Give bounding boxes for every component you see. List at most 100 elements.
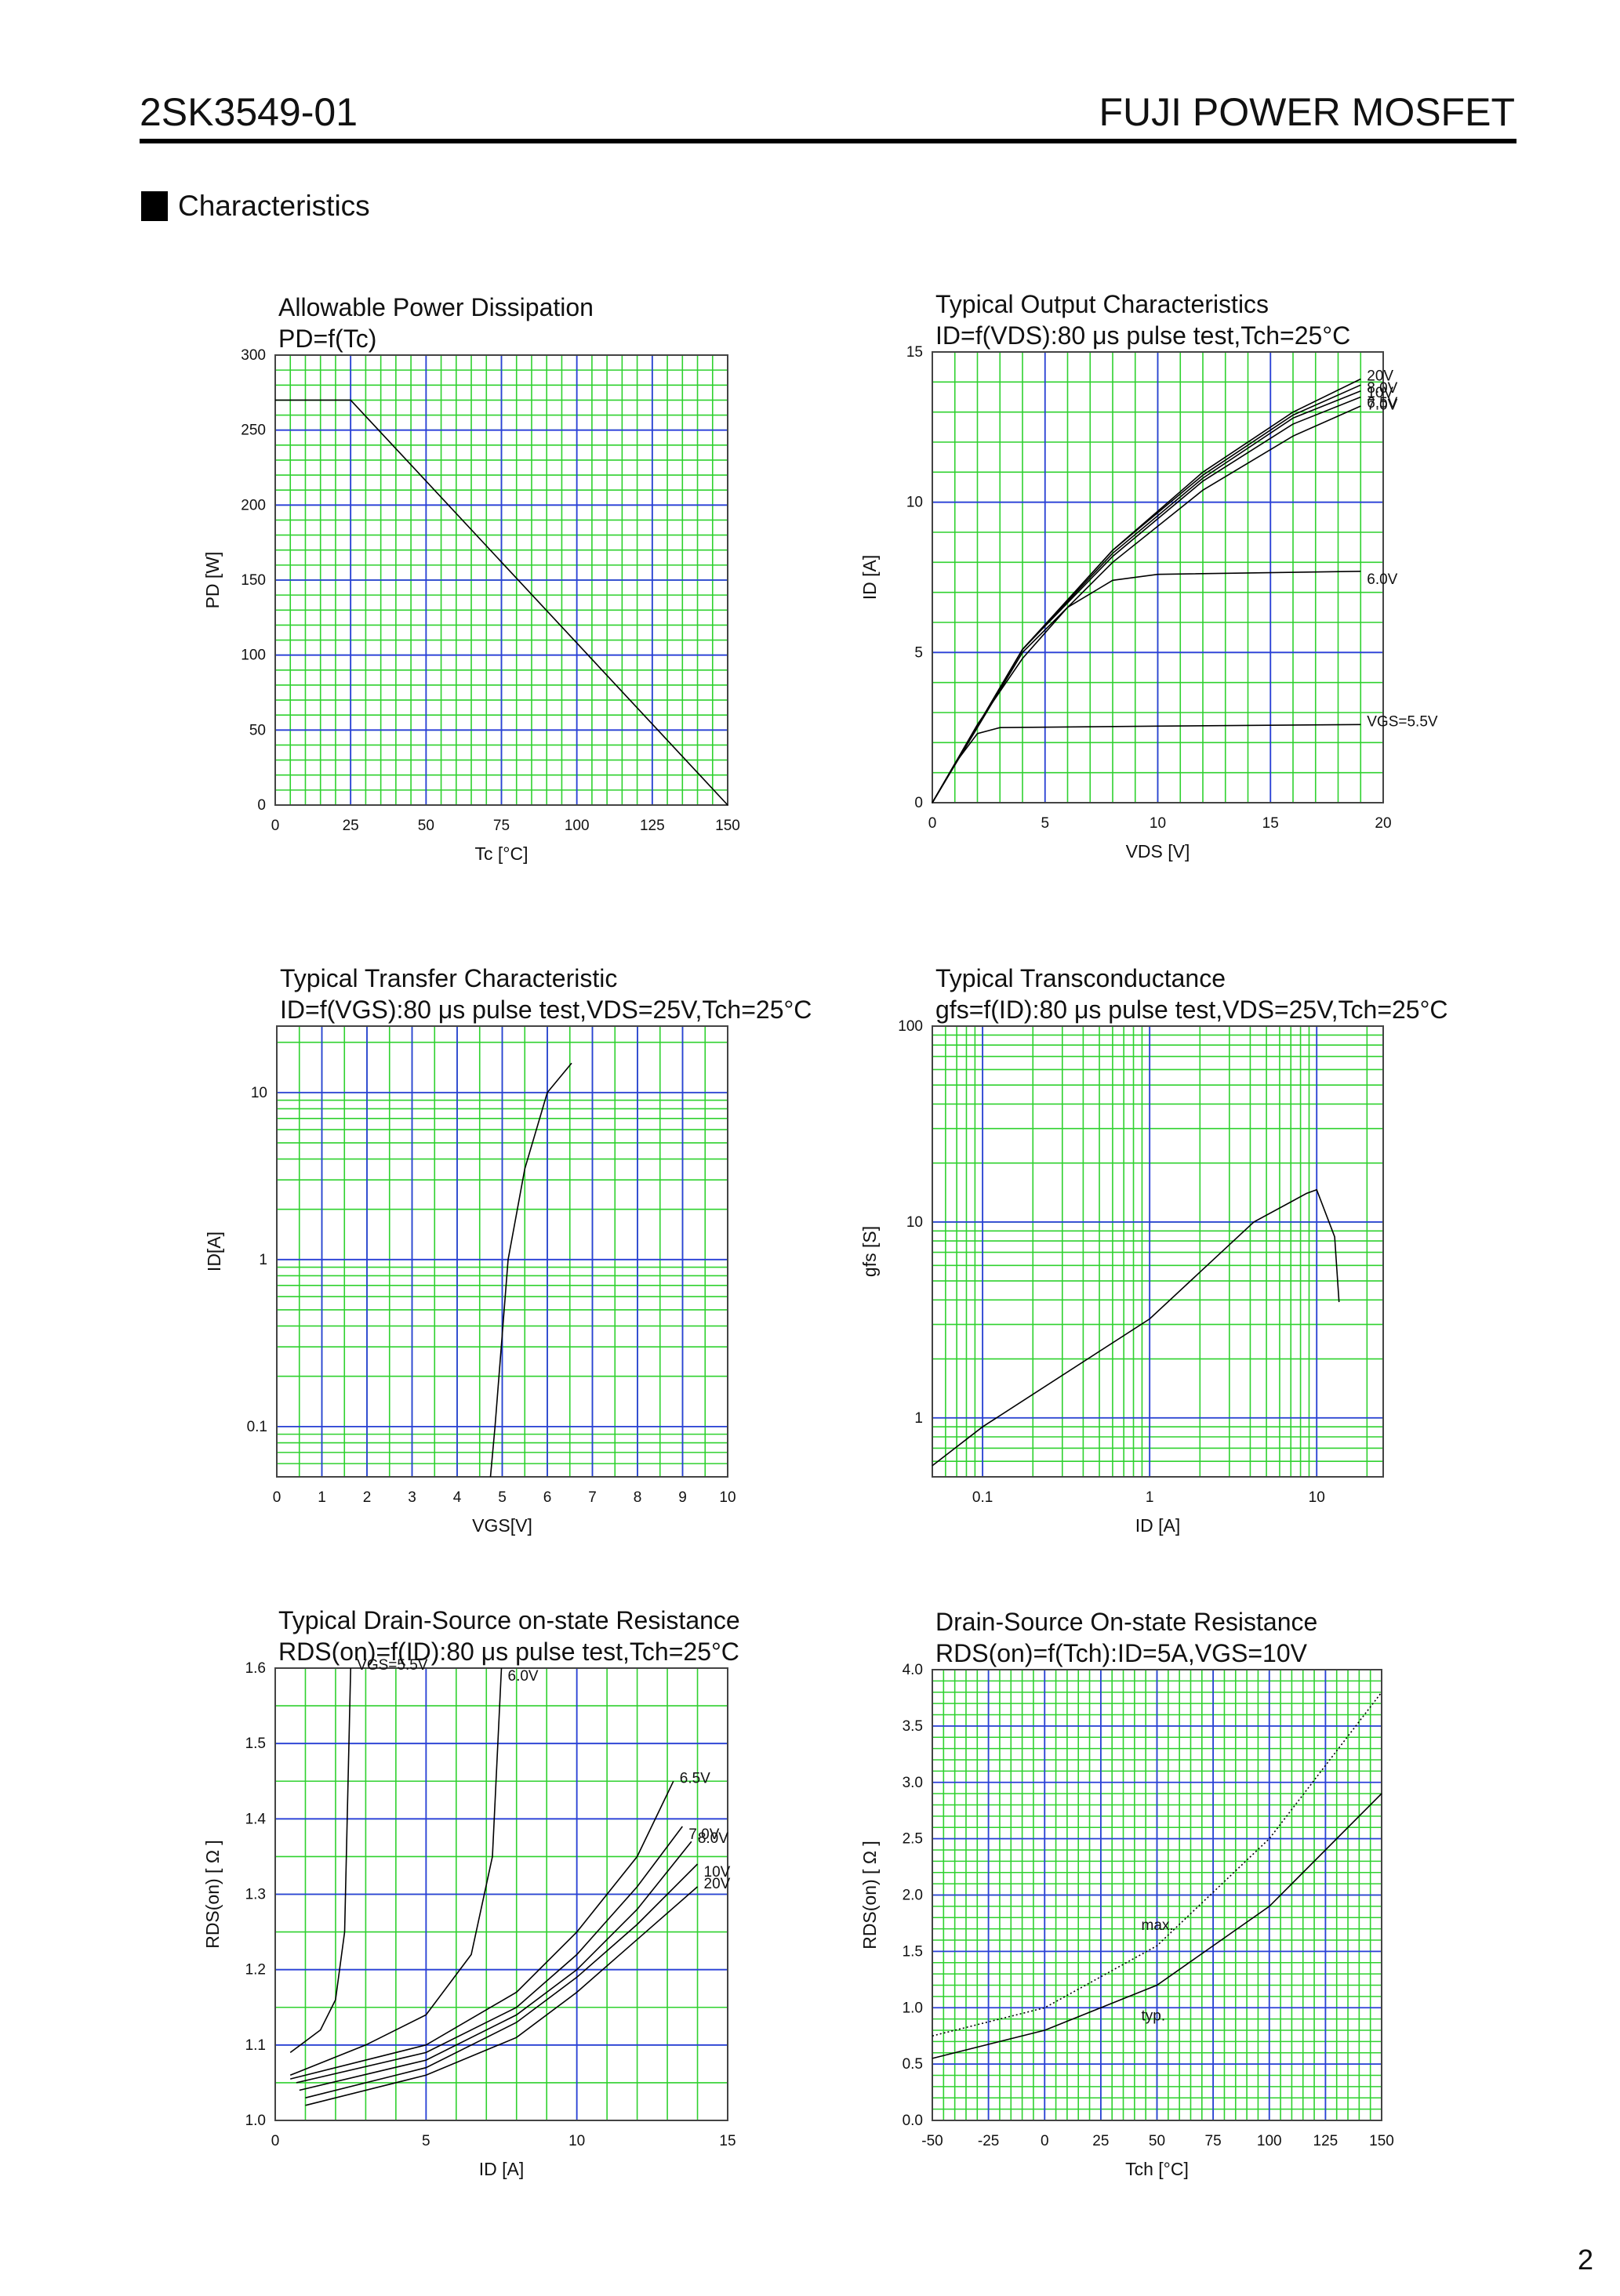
data-line bbox=[290, 1780, 674, 2080]
section-marker bbox=[141, 191, 168, 221]
y-tick-label: 1.2 bbox=[245, 1962, 266, 1979]
x-axis-label: Tc [°C] bbox=[475, 843, 528, 864]
x-tick-label: 4 bbox=[453, 1489, 462, 1506]
x-tick-label: 50 bbox=[1149, 2133, 1165, 2149]
series-label: max. bbox=[1142, 1917, 1174, 1934]
x-tick-label: 0 bbox=[271, 818, 280, 834]
series-label: 6.0V bbox=[1367, 571, 1397, 588]
x-tick-label: 50 bbox=[418, 818, 434, 834]
y-tick-label: 0 bbox=[914, 795, 923, 811]
section-title: Characteristics bbox=[178, 190, 370, 222]
chart-subtitle: ID=f(VDS):80 μs pulse test,Tch=25°C bbox=[935, 321, 1350, 350]
x-tick-label: 25 bbox=[1092, 2133, 1109, 2149]
x-tick-label: 125 bbox=[640, 818, 665, 834]
x-tick-label: 10 bbox=[719, 1489, 736, 1506]
y-tick-label: 10 bbox=[251, 1085, 267, 1101]
brand: FUJI POWER MOSFET bbox=[1099, 90, 1515, 134]
y-tick-label: 1 bbox=[259, 1252, 267, 1268]
y-axis-label: RDS(on) [ Ω ] bbox=[859, 1841, 880, 1950]
series-label: 8.0V bbox=[1367, 380, 1397, 397]
data-line bbox=[932, 378, 1361, 803]
series-label: VGS=5.5V bbox=[357, 1657, 428, 1674]
plot-frame bbox=[932, 1025, 1384, 1478]
x-tick-label: 125 bbox=[1313, 2133, 1338, 2149]
x-tick-label: 75 bbox=[1205, 2133, 1222, 2149]
page-number: 2 bbox=[1578, 2243, 1593, 2276]
y-axis-label: RDS(on) [ Ω ] bbox=[202, 1840, 223, 1949]
y-tick-label: 1 bbox=[914, 1410, 923, 1427]
x-tick-label: 20 bbox=[1375, 815, 1391, 832]
plot-frame bbox=[274, 354, 728, 806]
x-tick-label: 150 bbox=[1369, 2133, 1394, 2149]
x-tick-label: 3 bbox=[408, 1489, 416, 1506]
x-tick-label: 9 bbox=[678, 1489, 687, 1506]
x-tick-label: 5 bbox=[1041, 815, 1049, 832]
y-tick-label: 2.5 bbox=[903, 1831, 923, 1848]
x-tick-label: 0 bbox=[271, 2133, 280, 2149]
x-tick-label: -50 bbox=[921, 2133, 943, 2149]
x-tick-label: 75 bbox=[493, 818, 510, 834]
series-label: 10V bbox=[1367, 385, 1393, 401]
y-tick-label: 1.0 bbox=[245, 2113, 266, 2129]
series-label: 6.5V bbox=[1367, 395, 1397, 412]
y-axis-label: PD [W] bbox=[202, 552, 223, 609]
chart-title: Typical Transfer Characteristic bbox=[280, 964, 617, 992]
chart-subtitle: ID=f(VGS):80 μs pulse test,VDS=25V,Tch=2… bbox=[280, 996, 812, 1024]
series-label: VGS=5.5V bbox=[1367, 713, 1438, 730]
series-label: 6.5V bbox=[680, 1770, 710, 1786]
data-line bbox=[289, 1667, 503, 2077]
chart-title: Typical Drain-Source on-state Resistance bbox=[278, 1606, 740, 1634]
y-tick-label: 50 bbox=[249, 722, 266, 738]
x-tick-label: 15 bbox=[719, 2133, 736, 2149]
x-axis-label: ID [A] bbox=[1135, 1515, 1181, 1536]
series-label: 20V bbox=[704, 1876, 731, 1892]
y-tick-label: 0.0 bbox=[903, 2113, 923, 2129]
x-tick-label: 25 bbox=[343, 818, 359, 834]
y-axis-label: ID[A] bbox=[204, 1231, 224, 1271]
series-label: 10V bbox=[704, 1864, 731, 1881]
plot-frame bbox=[932, 351, 1384, 803]
y-tick-label: 10 bbox=[906, 495, 923, 511]
header-rule bbox=[140, 139, 1516, 143]
data-line bbox=[932, 390, 1361, 803]
series-label: 7.0V bbox=[1367, 397, 1397, 414]
chart-title: Typical Output Characteristics bbox=[935, 290, 1269, 318]
chart-title: Drain-Source On-state Resistance bbox=[935, 1608, 1317, 1636]
data-line bbox=[296, 1826, 683, 2084]
x-tick-label: 1 bbox=[318, 1489, 326, 1506]
chart-subtitle: gfs=f(ID):80 μs pulse test,VDS=25V,Tch=2… bbox=[935, 996, 1448, 1024]
x-tick-label: 0 bbox=[928, 815, 937, 832]
chart-subtitle: RDS(on)=f(Tch):ID=5A,VGS=10V bbox=[935, 1639, 1308, 1667]
y-tick-label: 1.3 bbox=[245, 1887, 266, 1903]
data-line bbox=[289, 1667, 351, 2054]
data-line bbox=[305, 1886, 699, 2106]
data-line bbox=[305, 1863, 699, 2098]
x-tick-label: 0 bbox=[273, 1489, 282, 1506]
y-tick-label: 1.5 bbox=[903, 1943, 923, 1960]
x-tick-label: 5 bbox=[498, 1489, 507, 1506]
part-number: 2SK3549-01 bbox=[140, 90, 358, 134]
data-line bbox=[299, 1841, 692, 2091]
x-tick-label: 2 bbox=[363, 1489, 372, 1506]
data-line bbox=[275, 399, 728, 806]
plot-frame bbox=[932, 1669, 1382, 2121]
y-tick-label: 4.0 bbox=[903, 1662, 923, 1678]
y-tick-label: 1.6 bbox=[245, 1660, 266, 1677]
x-tick-label: 150 bbox=[715, 818, 740, 834]
y-axis-label: ID [A] bbox=[859, 555, 880, 600]
data-line bbox=[932, 571, 1361, 803]
data-line bbox=[932, 1692, 1382, 2037]
series-label: 6.0V bbox=[508, 1668, 539, 1685]
series-label: 8.0V bbox=[698, 1830, 728, 1847]
series-label: 20V bbox=[1367, 368, 1393, 385]
series-label: 7.0V bbox=[688, 1826, 719, 1843]
y-tick-label: 5 bbox=[914, 644, 923, 661]
y-tick-label: 3.5 bbox=[903, 1718, 923, 1735]
y-tick-label: 2.0 bbox=[903, 1888, 923, 1904]
chart-title: Allowable Power Dissipation bbox=[278, 293, 594, 321]
x-tick-label: 100 bbox=[565, 818, 590, 834]
y-tick-label: 3.0 bbox=[903, 1775, 923, 1791]
data-line bbox=[932, 724, 1361, 803]
